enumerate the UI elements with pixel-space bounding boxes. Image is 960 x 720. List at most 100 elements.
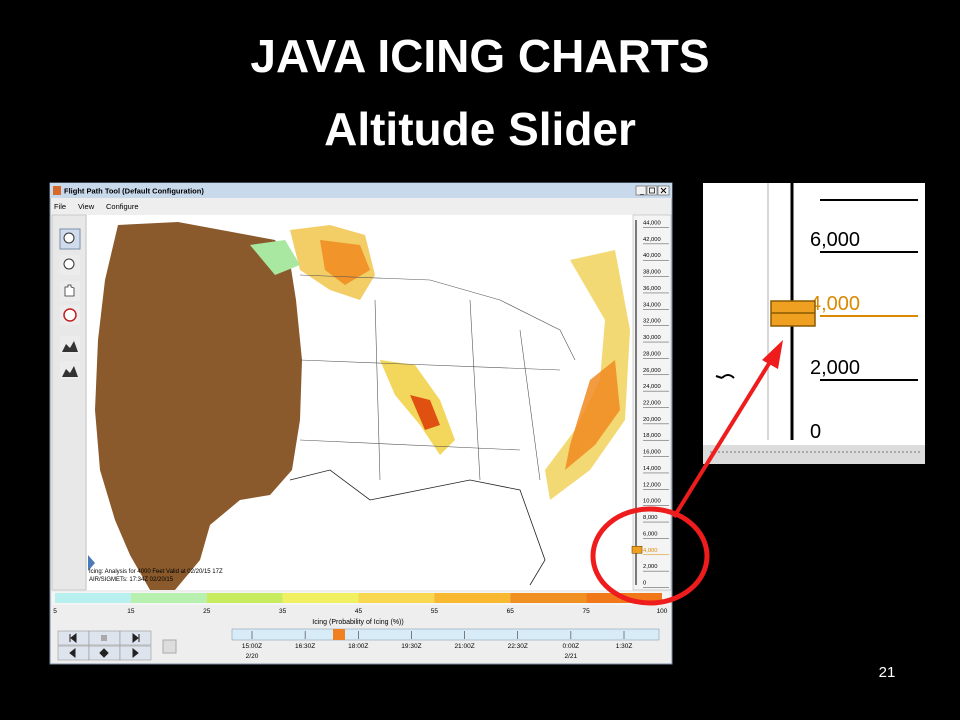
altitude-labels: 44,000 42,000 40,000 38,000 36,000 34,000 32,0… — [631, 221, 669, 588]
timeline-labels: 15:00Z 16:30Z 18:00Z 19:30Z 21:00Z 22:30Z 0:00… — [242, 631, 632, 660]
scale-label: 75 — [583, 608, 591, 615]
altitude-label: 18,000 — [643, 433, 661, 439]
inset-icon — [715, 374, 735, 379]
menu-bar: File View Configure — [54, 202, 139, 211]
title-bar — [50, 183, 672, 198]
scale-label: 45 — [355, 608, 363, 615]
status-line: AIR/SIGMETs: 17:34Z 02/20/15 — [89, 577, 174, 583]
timeline-date: 2/21 — [565, 653, 578, 660]
timeline-time: 21:00Z — [454, 643, 474, 650]
profile-icon — [62, 341, 78, 352]
menu-item[interactable]: File — [54, 202, 66, 211]
inset-scrollbar — [703, 445, 925, 464]
scale-label: 15 — [127, 608, 135, 615]
timeline-time: 0:00Z — [563, 643, 580, 650]
scale-segment — [510, 593, 587, 603]
inset-altitude-label: 4,000 — [810, 293, 860, 315]
timeline-time: 22:30Z — [508, 643, 528, 650]
altitude-label: 38,000 — [643, 270, 661, 276]
menu-item[interactable]: Configure — [106, 202, 139, 211]
slide-subtitle: Altitude Slider — [324, 103, 636, 155]
timeline-handle[interactable] — [333, 629, 345, 640]
app-icon — [53, 186, 61, 195]
scale-label: 5 — [53, 608, 57, 615]
scale-segment — [282, 593, 359, 603]
altitude-label: 28,000 — [643, 351, 661, 357]
close-glyph — [660, 187, 667, 194]
timeline-time: 16:30Z — [295, 643, 315, 650]
altitude-handle[interactable] — [631, 545, 643, 554]
altitude-label: 24,000 — [643, 384, 661, 390]
window-controls: _ — [635, 185, 670, 196]
altitude-label: 34,000 — [643, 302, 661, 308]
inset-altitude-label: 2,000 — [810, 357, 860, 379]
zoom-out-icon — [63, 258, 75, 270]
scale-segment — [130, 593, 207, 603]
window-title: Flight Path Tool (Default Configuration) — [64, 187, 204, 196]
altitude-label: 2,000 — [643, 564, 658, 570]
highlight-circle — [590, 506, 710, 606]
altitude-label: 6,000 — [643, 531, 658, 537]
inset-altitude-label: 0 — [810, 421, 821, 443]
altitude-label: 16,000 — [643, 450, 661, 456]
timeline-time: 1:30Z — [616, 643, 633, 650]
inset-labels: 6,000 4,000 2,000 0 — [810, 229, 918, 443]
altitude-label: 14,000 — [643, 466, 661, 472]
maximize-button[interactable] — [646, 185, 658, 196]
timeline-date: 2/20 — [246, 653, 259, 660]
toolbar-buttons — [59, 228, 81, 379]
page-number: 21 — [879, 664, 896, 681]
status-text: Icing: Analysis for 4000 Feet Valid at 0… — [89, 569, 223, 583]
coastline — [289, 469, 546, 586]
scale-segment — [206, 593, 283, 603]
loop-button[interactable] — [162, 639, 177, 654]
icing-core-central — [410, 395, 440, 430]
icing-core-east — [565, 360, 620, 470]
scale-label: 55 — [431, 608, 439, 615]
scale-label: 25 — [203, 608, 211, 615]
altitude-label: 26,000 — [643, 368, 661, 374]
timeline-track — [231, 628, 660, 641]
zoom-in-icon — [63, 232, 75, 244]
reset-icon — [63, 308, 77, 322]
scale-label: 35 — [279, 608, 287, 615]
minimize-button[interactable] — [635, 185, 647, 196]
altitude-label: 10,000 — [643, 499, 661, 505]
minimize-glyph: _ — [639, 188, 644, 195]
icing-area-northwest — [250, 240, 300, 275]
map — [87, 215, 633, 590]
terrain-west — [95, 222, 302, 590]
legend-toggle[interactable] — [88, 555, 95, 571]
altitude-label: 30,000 — [643, 335, 661, 341]
icing-core-north — [320, 240, 370, 285]
altitude-slider — [632, 214, 672, 591]
timeline-time: 19:30Z — [401, 643, 421, 650]
scale-segment — [55, 593, 131, 603]
maximize-glyph — [649, 187, 655, 194]
scale-segment — [434, 593, 511, 603]
inset-altitude-label: 6,000 — [810, 229, 860, 251]
icing-area-east — [545, 250, 630, 500]
altitude-label: 20,000 — [643, 417, 661, 423]
scale-title: Icing (Probability of Icing (%)) — [312, 619, 403, 626]
status-line: Icing: Analysis for 4000 Feet Valid at 0… — [89, 569, 223, 575]
state-borders — [299, 274, 576, 481]
playback-glyphs — [69, 632, 140, 659]
altitude-label: 32,000 — [643, 319, 661, 325]
altitude-label: 4,000 — [643, 548, 658, 554]
timeline-time: 18:00Z — [348, 643, 368, 650]
altitude-label: 0 — [643, 581, 646, 587]
menu-item[interactable]: View — [78, 202, 95, 211]
scale-label: 100 — [657, 608, 668, 615]
toolbar — [51, 214, 87, 591]
callout-arrowhead — [762, 340, 783, 369]
timeline-time: 15:00Z — [242, 643, 262, 650]
slide-title: JAVA ICING CHARTS — [250, 30, 709, 82]
scale-segment — [358, 593, 435, 603]
playback-controls — [57, 630, 177, 661]
altitude-label: 40,000 — [643, 253, 661, 259]
stop-glyph — [101, 635, 107, 641]
altitude-label: 22,000 — [643, 401, 661, 407]
